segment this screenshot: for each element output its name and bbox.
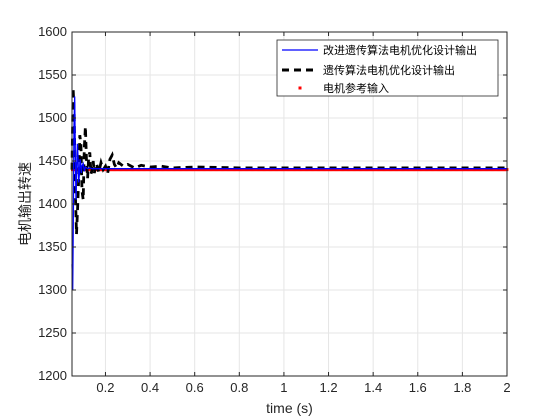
y-tick-label: 1250 — [38, 325, 67, 340]
legend-label-improved: 改进遗传算法电机优化设计输出 — [323, 43, 477, 57]
x-tick-label: 1.4 — [364, 380, 382, 395]
y-tick-label: 1300 — [38, 282, 67, 297]
legend-label-reference: 电机参考输入 — [323, 81, 389, 95]
x-tick-label: 1.8 — [453, 380, 471, 395]
x-tick-label: 1.6 — [409, 380, 427, 395]
y-tick-label: 1350 — [38, 239, 67, 254]
x-tick-label: 0.4 — [141, 380, 159, 395]
y-axis-title: 电机输出转速 — [17, 162, 33, 246]
series-reference — [71, 168, 509, 172]
x-axis-title: time (s) — [266, 400, 313, 416]
y-tick-label: 1550 — [38, 67, 67, 82]
series-ga-line — [70, 87, 507, 235]
x-tick-label: 1.2 — [319, 380, 337, 395]
x-tick-label: 0.8 — [230, 380, 248, 395]
series-improved-line — [71, 96, 507, 291]
y-tick-label: 1600 — [38, 24, 67, 39]
x-tick-label: 1 — [280, 380, 287, 395]
y-tick-label: 1400 — [38, 196, 67, 211]
series-layer — [70, 87, 509, 291]
y-tick-label: 1450 — [38, 153, 67, 168]
legend: 改进遗传算法电机优化设计输出 遗传算法电机优化设计输出 电机参考输入 — [276, 39, 499, 97]
y-tick-label: 1500 — [38, 110, 67, 125]
legend-box — [276, 39, 499, 97]
x-tick-label: 0.2 — [96, 380, 114, 395]
y-tick-label: 1200 — [38, 368, 67, 383]
legend-swatch-reference — [298, 86, 302, 90]
ticks: 0.2 0.4 0.6 0.8 1 1.2 1.4 1.6 1.8 2 1200 1250 1300 13… — [38, 24, 511, 395]
x-tick-label: 2 — [503, 380, 510, 395]
legend-label-ga: 遗传算法电机优化设计输出 — [323, 63, 455, 77]
x-tick-label: 0.6 — [186, 380, 204, 395]
